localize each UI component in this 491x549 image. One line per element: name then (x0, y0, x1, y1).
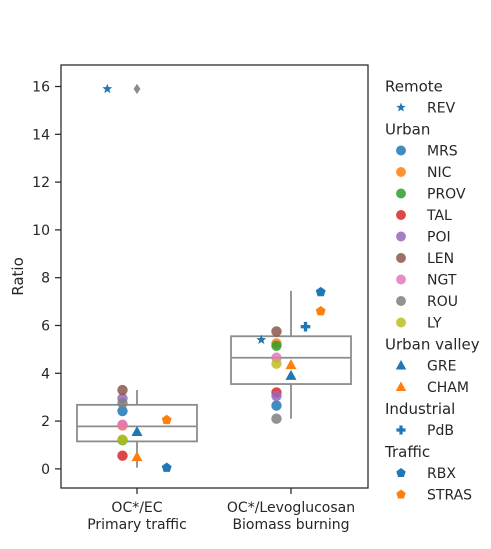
legend-marker-nic (396, 167, 406, 177)
point-gre (285, 369, 297, 380)
point-rbx (161, 462, 172, 472)
point-len (117, 384, 128, 396)
y-tick-label: 6 (41, 318, 50, 334)
y-tick-label: 4 (41, 366, 50, 382)
legend-label-stras: STRAS (427, 488, 472, 504)
legend-marker-ngt (396, 274, 406, 285)
legend-marker-ly (396, 317, 406, 328)
point-prov (271, 340, 282, 352)
legend-group-title: Traffic (384, 443, 430, 461)
point-poi (271, 390, 282, 402)
data-points (102, 83, 326, 472)
legend-label-poi: POI (427, 230, 451, 246)
point-rou (271, 413, 282, 424)
point-ngt (117, 419, 128, 430)
legend-label-mrs: MRS (427, 144, 458, 160)
legend-group-title: Urban valley (385, 336, 480, 354)
legend-marker-mrs (396, 145, 406, 156)
legend-label-len: LEN (427, 251, 454, 267)
point-tal (117, 450, 128, 461)
y-tick-label: 2 (41, 414, 50, 430)
legend-marker-rou (396, 296, 406, 306)
legend-group-title: Urban (385, 121, 430, 139)
legend-label-rou: ROU (427, 294, 458, 310)
y-tick-label: 0 (41, 462, 50, 478)
point-cham (131, 451, 143, 462)
legend-group-title: Remote (385, 78, 443, 96)
legend-label-cham: CHAM (427, 380, 469, 396)
x-tick-label: OC*/Levoglucosan (227, 500, 355, 516)
point-mrs (117, 405, 128, 417)
legend-marker-stras (396, 489, 406, 499)
y-tick-label: 10 (32, 223, 50, 239)
legend-marker-gre (395, 359, 407, 370)
legend-marker-tal (396, 210, 406, 220)
point-mrs (271, 400, 282, 411)
point-pdb (300, 321, 311, 332)
y-tick-label: 8 (41, 271, 50, 287)
point-cham (285, 359, 297, 370)
legend-marker-rbx (396, 468, 406, 477)
point-rbx (315, 286, 326, 297)
legend-label-ly: LY (427, 316, 442, 332)
y-axis: 0 2 4 6 8 10 12 14 16 Ratio (9, 80, 61, 478)
point-ly (117, 434, 128, 445)
point-len (271, 326, 282, 337)
point-rev (102, 83, 113, 94)
legend-label-nic: NIC (427, 165, 452, 181)
legend-marker-poi (396, 231, 406, 242)
y-tick-label: 16 (32, 80, 50, 96)
plot-frame (60, 64, 369, 489)
box-iqr (230, 335, 352, 385)
legend-marker-len (396, 253, 406, 263)
legend-group-title: Industrial (385, 400, 455, 418)
point-rev (256, 334, 267, 345)
x-tick-label: OC*/EC (111, 500, 162, 516)
legend-label-tal: TAL (426, 208, 452, 224)
legend-label-rbx: RBX (427, 466, 456, 482)
y-tick-label: 12 (32, 175, 50, 191)
point-rou (117, 397, 128, 409)
point-ly (271, 358, 282, 369)
legend-label-ngt: NGT (427, 273, 457, 289)
box-outlier (133, 83, 141, 95)
box-iqr (76, 403, 198, 443)
x-tick-sublabel: Biomass burning (232, 517, 349, 533)
y-axis-label: Ratio (9, 257, 27, 296)
legend-label-rev: REV (427, 101, 456, 117)
legend-label-pdb: PdB (427, 423, 454, 439)
y-tick-label: 14 (32, 127, 50, 143)
legend: Remote REV Urban MRS NIC PROV TAL POI LEN NGT ROU L… (384, 78, 480, 504)
legend-label-gre: GRE (427, 359, 456, 375)
legend-marker-prov (396, 188, 406, 199)
legend-marker-rev (396, 102, 406, 112)
point-stras (315, 305, 326, 316)
legend-label-prov: PROV (427, 187, 466, 203)
point-gre (131, 426, 143, 437)
x-tick-sublabel: Primary traffic (87, 517, 187, 533)
legend-marker-pdb (396, 425, 406, 435)
legend-marker-cham (395, 381, 407, 391)
point-stras (161, 414, 172, 425)
